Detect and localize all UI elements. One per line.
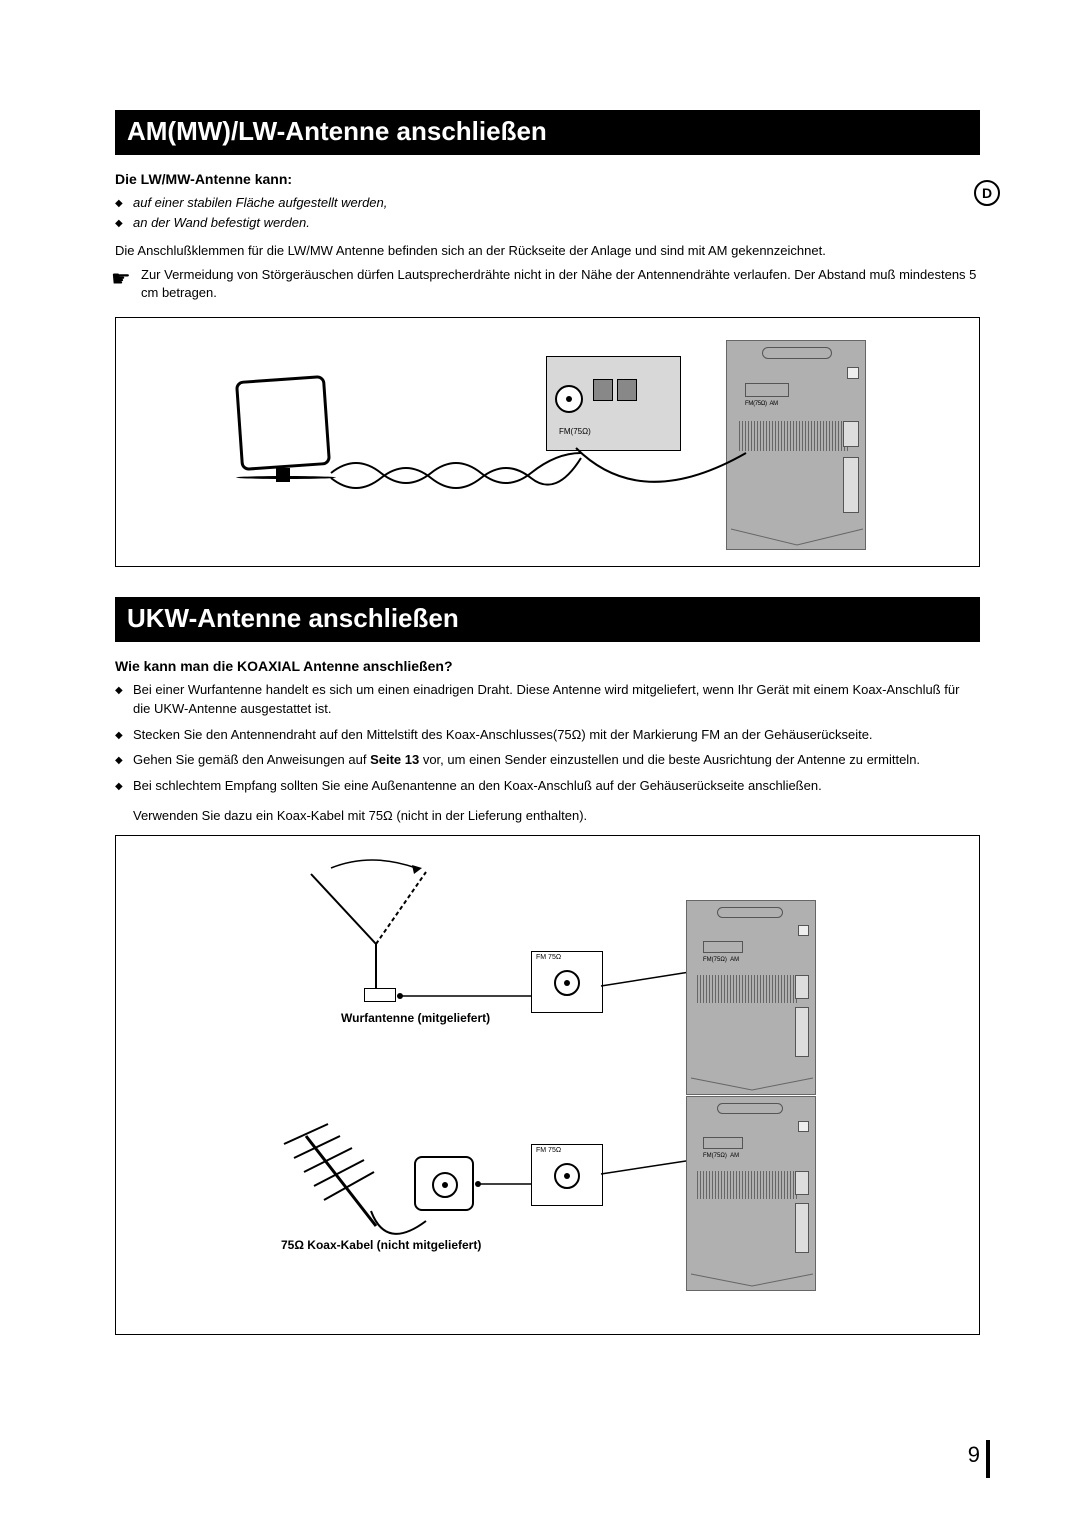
terminal-closeup: FM(75Ω) <box>546 356 681 451</box>
fm-term-label: FM 75Ω <box>536 1147 561 1154</box>
section2-subhead: Wie kann man die KOAXIAL Antenne anschli… <box>115 658 980 674</box>
section2-extra-text: Verwenden Sie dazu ein Koax-Kabel mit 75… <box>133 807 980 825</box>
koax-kabel-label: 75Ω Koax-Kabel (nicht mitgeliefert) <box>281 1238 481 1252</box>
wire-plug-icon <box>364 988 396 1002</box>
bullet-item: Bei schlechtem Empfang sollten Sie eine … <box>115 776 980 796</box>
section2-title-bar: UKW-Antenne anschließen <box>115 597 980 642</box>
cable-to-device-icon <box>571 443 751 513</box>
section2-bullets: Bei einer Wurfantenne handelt es sich um… <box>115 680 980 796</box>
bullet-item: Stecken Sie den Antennendraht auf den Mi… <box>115 725 980 745</box>
pointer-hand-icon: ☛ <box>111 264 131 295</box>
bullet-item: auf einer stabilen Fläche aufgestellt we… <box>115 193 980 213</box>
terminal-clip-icon <box>617 379 637 401</box>
section1-pointer-note: ☛ Zur Vermeidung von Störgeräuschen dürf… <box>115 266 980 302</box>
fm-term-label: FM 75Ω <box>536 954 561 961</box>
section1-subhead: Die LW/MW-Antenne kann: <box>115 171 980 187</box>
bullet-item: Bei einer Wurfantenne handelt es sich um… <box>115 680 980 719</box>
page-number: 9 <box>968 1442 980 1468</box>
loop-antenna-icon <box>235 375 331 471</box>
section1-note: Die Anschlußklemmen für die LW/MW Antenn… <box>115 242 980 260</box>
device-rear-panel: FM(75Ω) AM <box>686 1096 816 1291</box>
coax-adapter-icon <box>414 1156 474 1211</box>
terminal-clip-icon <box>593 379 613 401</box>
section1-bullets: auf einer stabilen Fläche aufgestellt we… <box>115 193 980 232</box>
callout-line-icon <box>396 966 716 1036</box>
panel-fm-label: FM(75Ω) AM <box>745 401 778 407</box>
coax-connector-icon <box>555 385 583 413</box>
section2-figure: Wurfantenne (mitgeliefert) FM 75Ω FM(75Ω… <box>115 835 980 1335</box>
page-number-bar-icon <box>986 1440 990 1478</box>
bullet-item: an der Wand befestigt werden. <box>115 213 980 233</box>
bullet-item: Gehen Sie gemäß den Anweisungen auf Seit… <box>115 750 980 770</box>
manual-page: AM(MW)/LW-Antenne anschließen Die LW/MW-… <box>0 0 1080 1415</box>
antenna-stem-icon <box>276 468 290 482</box>
device-rear-panel: FM(75Ω) AM <box>686 900 816 1095</box>
section1-figure: FM(75Ω) FM(75Ω) AM <box>115 317 980 567</box>
section1-title-bar: AM(MW)/LW-Antenne anschließen <box>115 110 980 155</box>
pointer-note-text: Zur Vermeidung von Störgeräuschen dürfen… <box>141 267 976 300</box>
fm-connector-label: FM(75Ω) <box>559 427 591 436</box>
